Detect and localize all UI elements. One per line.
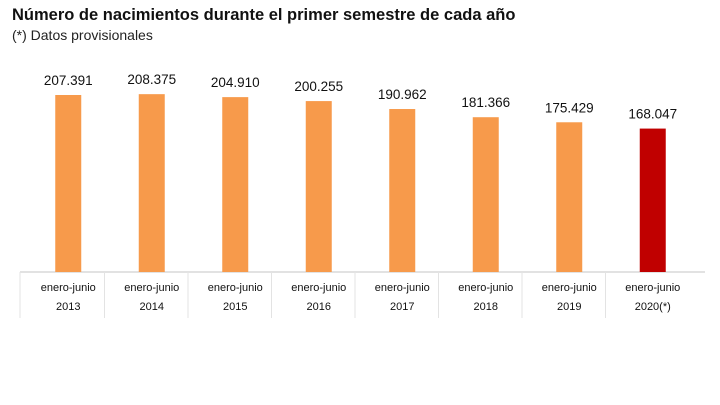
value-label: 181.366 [461, 95, 510, 110]
bar-2018 [472, 117, 499, 272]
value-label: 200.255 [294, 79, 343, 94]
category-label-period: enero-junio [625, 282, 680, 294]
bar-2014 [138, 94, 165, 273]
bar-2020(*) [639, 128, 666, 272]
category-label-period: enero-junio [208, 282, 263, 294]
category-label-year: 2016 [307, 301, 331, 313]
category-label-year: 2015 [223, 301, 247, 313]
category-label-period: enero-junio [542, 282, 597, 294]
value-label: 175.429 [545, 100, 594, 115]
category-label-year: 2013 [56, 301, 80, 313]
bar-2017 [389, 109, 416, 272]
value-label: 190.962 [378, 87, 427, 102]
category-label-period: enero-junio [124, 282, 179, 294]
category-label-year: 2018 [474, 301, 498, 313]
category-label-period: enero-junio [41, 282, 96, 294]
value-label: 208.375 [127, 72, 176, 87]
value-label: 207.391 [44, 73, 93, 88]
bar-2013 [55, 95, 82, 272]
bar-2015 [222, 97, 249, 272]
bar-2016 [305, 101, 332, 272]
value-label: 168.047 [628, 107, 677, 122]
category-label-year: 2017 [390, 301, 414, 313]
category-label-period: enero-junio [291, 282, 346, 294]
bar-2019 [556, 122, 583, 273]
category-label-year: 2020(*) [635, 301, 671, 313]
chart-subtitle: (*) Datos provisionales [12, 27, 153, 43]
category-label-period: enero-junio [458, 282, 513, 294]
category-label-year: 2014 [140, 301, 164, 313]
category-label-year: 2019 [557, 301, 581, 313]
value-label: 204.910 [211, 75, 260, 90]
chart-title: Número de nacimientos durante el primer … [12, 6, 516, 24]
category-label-period: enero-junio [375, 282, 430, 294]
